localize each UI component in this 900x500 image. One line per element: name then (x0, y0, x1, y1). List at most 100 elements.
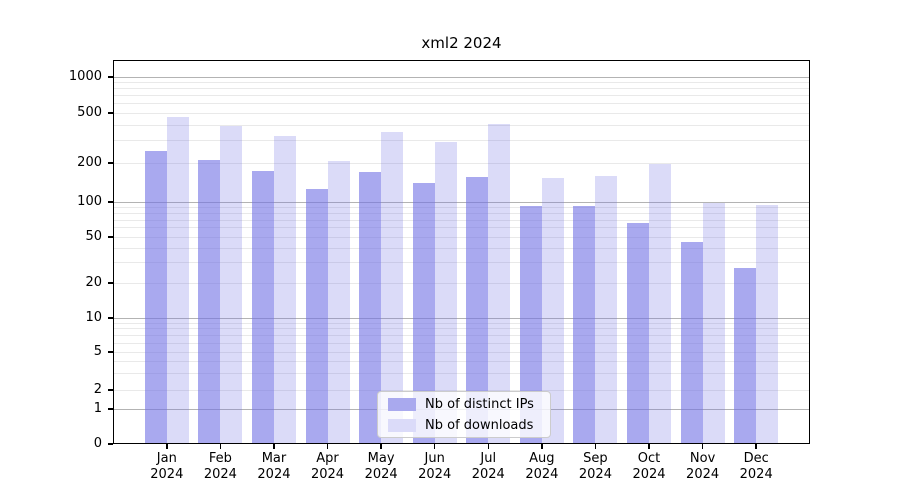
legend: Nb of distinct IPs Nb of downloads (377, 391, 551, 438)
bar-distinct-ips (627, 222, 650, 444)
bar-distinct-ips (305, 188, 328, 444)
major-gridline (113, 317, 810, 319)
y-tick-label: 100 (77, 194, 102, 209)
minor-gridline (113, 95, 810, 97)
y-tick-mark (108, 443, 113, 445)
y-tick-label: 0 (93, 436, 102, 451)
x-tick-mark (219, 444, 222, 449)
x-tick-label: May 2024 (364, 451, 398, 482)
legend-swatch-downloads (388, 418, 416, 432)
x-tick-label: Aug 2024 (525, 451, 559, 482)
x-tick-label: Dec 2024 (739, 451, 773, 482)
legend-swatch-distinct-ips (388, 397, 416, 411)
bar-downloads (649, 164, 672, 444)
bar-downloads (166, 116, 189, 444)
y-tick-mark (108, 282, 113, 284)
bar-distinct-ips (734, 267, 757, 444)
x-tick-mark (755, 444, 757, 449)
y-tick-label: 20 (85, 275, 102, 290)
x-tick-mark (594, 444, 597, 449)
x-tick-label: Feb 2024 (203, 451, 237, 482)
x-tick-label: Jun 2024 (418, 451, 452, 482)
minor-gridline (113, 389, 810, 391)
bar-distinct-ips (251, 171, 274, 444)
x-tick-label: Apr 2024 (310, 451, 345, 482)
minor-gridline (113, 103, 810, 105)
minor-gridline (113, 282, 810, 284)
bar-distinct-ips (144, 151, 167, 444)
bar-distinct-ips (359, 172, 382, 444)
bar-distinct-ips (680, 242, 703, 444)
y-tick-label: 2 (93, 382, 102, 397)
minor-gridline (113, 342, 810, 344)
y-tick-label: 1000 (68, 69, 102, 84)
minor-gridline (113, 124, 810, 126)
x-tick-mark (166, 444, 168, 449)
bar-downloads (273, 135, 296, 444)
y-tick-label: 5 (93, 344, 102, 359)
minor-gridline (113, 162, 810, 164)
minor-gridline (113, 328, 810, 330)
bar-downloads (220, 125, 243, 444)
y-tick-mark (108, 236, 113, 238)
y-tick-label: 200 (77, 155, 102, 170)
y-tick-label: 1 (93, 401, 102, 416)
y-tick-label: 50 (85, 229, 102, 244)
y-tick-mark (108, 317, 113, 319)
bar-downloads (541, 178, 564, 444)
chart-title: xml2 2024 (421, 34, 502, 52)
legend-row-downloads: Nb of downloads (388, 418, 540, 433)
legend-row-distinct-ips: Nb of distinct IPs (388, 397, 540, 412)
bar-distinct-ips (198, 159, 221, 444)
y-tick-mark (108, 351, 113, 353)
minor-gridline (113, 206, 810, 208)
minor-gridline (113, 236, 810, 238)
minor-gridline (113, 212, 810, 214)
minor-gridline (113, 372, 810, 374)
major-gridline (113, 201, 810, 203)
bar-downloads (327, 160, 350, 444)
x-tick-mark (380, 444, 382, 449)
x-tick-mark (487, 444, 490, 449)
legend-label-distinct-ips: Nb of distinct IPs (425, 396, 534, 412)
x-tick-mark (273, 444, 275, 449)
x-tick-mark (648, 444, 650, 449)
x-tick-mark (326, 444, 329, 449)
minor-gridline (113, 140, 810, 142)
y-tick-mark (108, 389, 113, 391)
x-tick-label: Nov 2024 (686, 451, 720, 482)
bar-downloads (434, 142, 457, 444)
minor-gridline (113, 81, 810, 83)
minor-gridline (113, 88, 810, 90)
minor-gridline (113, 334, 810, 336)
y-tick-mark (108, 201, 113, 203)
bar-downloads (488, 123, 511, 444)
bar-distinct-ips (412, 182, 435, 444)
x-tick-label: Sep 2024 (578, 451, 612, 482)
y-tick-label: 10 (85, 310, 102, 325)
y-tick-mark (108, 76, 113, 78)
x-tick-label: Jan 2024 (150, 451, 184, 482)
minor-gridline (113, 112, 810, 114)
y-tick-mark (108, 408, 113, 410)
minor-gridline (113, 227, 810, 229)
x-tick-label: Jul 2024 (471, 451, 505, 482)
x-tick-label: Oct 2024 (632, 451, 666, 482)
x-tick-label: Mar 2024 (257, 451, 291, 482)
minor-gridline (113, 247, 810, 249)
bar-downloads (702, 203, 725, 444)
minor-gridline (113, 219, 810, 221)
bar-downloads (756, 204, 779, 444)
minor-gridline (113, 360, 810, 362)
minor-gridline (113, 322, 810, 324)
major-gridline (113, 76, 810, 78)
minor-gridline (113, 351, 810, 353)
y-tick-mark (108, 162, 113, 164)
bar-distinct-ips (519, 205, 542, 444)
bar-downloads (595, 175, 618, 444)
bar-distinct-ips (466, 177, 489, 444)
bar-downloads (381, 132, 404, 444)
minor-gridline (113, 262, 810, 264)
y-tick-mark (108, 112, 113, 114)
